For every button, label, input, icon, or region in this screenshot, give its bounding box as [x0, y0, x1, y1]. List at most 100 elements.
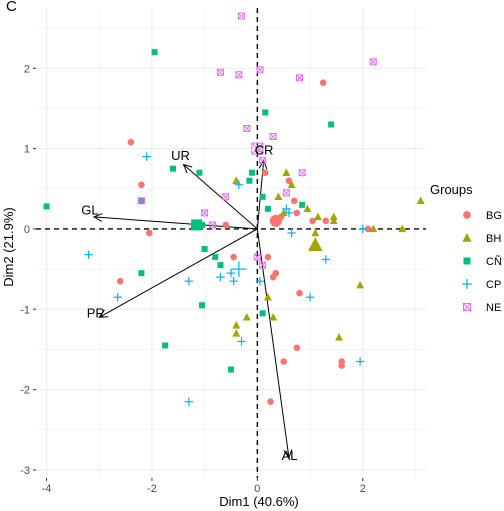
legend: Groups BG BH CÑ CP NE [430, 182, 502, 314]
data-point [261, 169, 269, 177]
x-axis-title: Dim1 (40.6%) [219, 494, 298, 509]
data-point [226, 268, 236, 278]
data-point [264, 253, 272, 261]
loading-label: PR [87, 305, 105, 320]
data-point [263, 292, 272, 301]
y-axis-title: Dim2 (21.9%) [1, 207, 16, 286]
legend-key [462, 232, 472, 242]
data-point [272, 269, 280, 277]
group-centroid [308, 237, 323, 251]
data-point [309, 217, 316, 225]
cross-b [269, 133, 277, 140]
data-point [259, 193, 266, 200]
data-point [84, 250, 93, 259]
loading-label: CR [255, 143, 274, 158]
legend-key [463, 211, 471, 219]
data-point [201, 209, 209, 217]
data-point [222, 221, 230, 229]
data-point [398, 224, 407, 233]
box [259, 157, 267, 165]
data-point [269, 312, 278, 321]
x-tick-label: -4 [42, 483, 52, 495]
data-point [296, 74, 304, 82]
legend-entry-label: CP [486, 279, 501, 291]
data-point [264, 205, 271, 212]
data-point [319, 79, 327, 87]
data-point [356, 280, 365, 289]
loading-arrow [93, 216, 258, 230]
cross-b [222, 193, 230, 201]
box [137, 197, 145, 205]
data-point [290, 197, 298, 205]
data-point [284, 208, 294, 218]
data-point [287, 228, 296, 238]
data-point [282, 189, 290, 197]
cross-b [238, 12, 245, 20]
loading-label: UR [171, 148, 190, 163]
data-point [293, 209, 301, 217]
data-point [299, 201, 306, 208]
data-point [170, 165, 177, 172]
cross-b [283, 189, 290, 197]
data-point [262, 109, 269, 116]
panel-label: C [6, 0, 17, 15]
group-centroid [251, 142, 264, 155]
box [256, 66, 264, 74]
data-point [235, 71, 243, 79]
legend-title: Groups [430, 182, 473, 197]
data-point [256, 66, 264, 74]
loading-arrow [256, 228, 290, 458]
loading-arrowhead [258, 159, 268, 170]
data-point [232, 329, 241, 337]
data-point [259, 310, 266, 317]
cross-b [369, 58, 377, 66]
data-point [329, 212, 338, 221]
data-point [184, 276, 194, 286]
cross-b [259, 261, 266, 269]
data-point [358, 224, 367, 234]
data-point [216, 272, 225, 282]
data-point [298, 169, 306, 177]
data-point [246, 177, 253, 184]
data-point [137, 197, 145, 205]
data-point [142, 152, 151, 161]
legend-entry-label: BG [486, 210, 502, 222]
cross-b [463, 303, 471, 311]
data-point [287, 180, 296, 188]
box [298, 169, 306, 177]
data-point [249, 169, 256, 176]
box [222, 193, 230, 201]
data-point [230, 253, 237, 261]
data-point [138, 270, 145, 277]
cross-b [259, 157, 266, 164]
data-point [216, 68, 224, 76]
data-point [329, 216, 338, 225]
y-tick-label: 1 [24, 144, 30, 156]
data-point [416, 196, 425, 205]
data-point [184, 397, 194, 406]
data-point [232, 321, 241, 329]
data-point [364, 225, 372, 233]
cross-b [251, 142, 264, 155]
box [201, 209, 209, 217]
data-point [293, 344, 301, 352]
data-point [280, 358, 288, 365]
data-point [355, 357, 365, 366]
box [243, 125, 251, 133]
y-tick-label: -1 [20, 304, 30, 316]
cross-b [296, 74, 303, 82]
data-point [209, 221, 217, 229]
data-point [259, 261, 267, 269]
data-point [269, 133, 277, 141]
loading-arrowhead [283, 449, 293, 460]
data-point [212, 254, 219, 261]
data-point [255, 276, 265, 286]
data-point [196, 169, 203, 176]
legend-key [463, 303, 471, 311]
cross-b [256, 66, 264, 74]
data-point [321, 255, 331, 264]
box [259, 261, 267, 269]
box [238, 12, 246, 20]
loading-arrowhead [92, 213, 103, 222]
